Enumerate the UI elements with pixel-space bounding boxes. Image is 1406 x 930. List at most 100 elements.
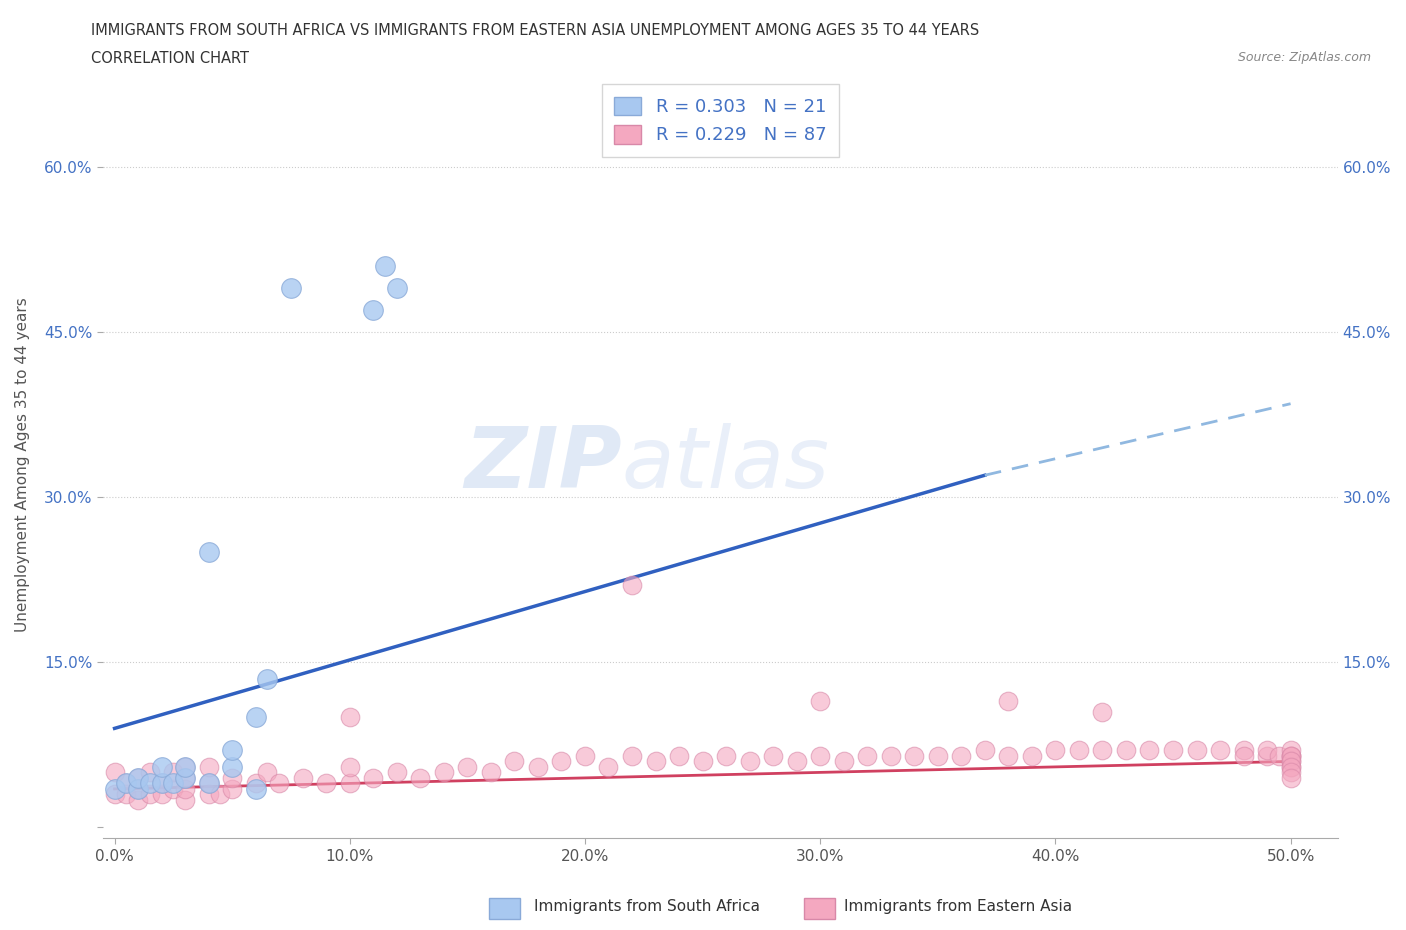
Point — [1279, 765, 1302, 780]
Text: ZIP: ZIP — [464, 423, 621, 506]
Point — [139, 765, 162, 780]
Point — [973, 743, 995, 758]
Point — [903, 749, 925, 764]
Point — [103, 765, 125, 780]
Point — [162, 776, 184, 790]
Point — [1021, 749, 1043, 764]
Point — [1139, 743, 1161, 758]
Point — [221, 781, 243, 796]
Point — [127, 770, 149, 785]
Point — [127, 781, 149, 796]
Point — [997, 749, 1019, 764]
Point — [385, 281, 408, 296]
Point — [856, 749, 879, 764]
Point — [115, 776, 138, 790]
Point — [245, 781, 267, 796]
Point — [1232, 743, 1254, 758]
Point — [1268, 749, 1291, 764]
Point — [738, 754, 761, 769]
Point — [256, 671, 278, 686]
Point — [103, 787, 125, 802]
Point — [1279, 760, 1302, 775]
Point — [880, 749, 903, 764]
Point — [115, 776, 138, 790]
Point — [1045, 743, 1067, 758]
Point — [1256, 749, 1278, 764]
Point — [174, 760, 197, 775]
Point — [197, 776, 219, 790]
Point — [256, 765, 278, 780]
Text: IMMIGRANTS FROM SOUTH AFRICA VS IMMIGRANTS FROM EASTERN ASIA UNEMPLOYMENT AMONG : IMMIGRANTS FROM SOUTH AFRICA VS IMMIGRAN… — [91, 23, 980, 38]
Point — [150, 776, 173, 790]
Point — [197, 776, 219, 790]
Text: CORRELATION CHART: CORRELATION CHART — [91, 51, 249, 66]
Point — [1232, 749, 1254, 764]
Point — [503, 754, 526, 769]
Point — [1185, 743, 1208, 758]
Point — [139, 776, 162, 790]
Point — [291, 770, 314, 785]
Point — [1209, 743, 1232, 758]
Y-axis label: Unemployment Among Ages 35 to 44 years: Unemployment Among Ages 35 to 44 years — [15, 297, 30, 631]
Point — [479, 765, 502, 780]
Point — [950, 749, 973, 764]
Point — [162, 765, 184, 780]
Point — [221, 760, 243, 775]
Point — [174, 781, 197, 796]
Point — [269, 776, 291, 790]
Point — [361, 770, 384, 785]
Point — [1161, 743, 1184, 758]
Point — [527, 760, 550, 775]
Text: Immigrants from South Africa: Immigrants from South Africa — [534, 899, 761, 914]
Point — [150, 760, 173, 775]
Text: atlas: atlas — [621, 423, 830, 506]
Point — [197, 787, 219, 802]
Point — [221, 743, 243, 758]
Point — [150, 787, 173, 802]
Point — [786, 754, 808, 769]
Point — [197, 760, 219, 775]
Point — [456, 760, 478, 775]
Point — [1279, 749, 1302, 764]
Point — [339, 760, 361, 775]
Point — [574, 749, 596, 764]
Point — [409, 770, 432, 785]
Point — [644, 754, 666, 769]
Text: Source: ZipAtlas.com: Source: ZipAtlas.com — [1237, 51, 1371, 64]
Point — [1067, 743, 1090, 758]
Point — [1279, 749, 1302, 764]
Point — [598, 760, 620, 775]
Point — [385, 765, 408, 780]
Point — [339, 710, 361, 724]
Point — [550, 754, 572, 769]
Point — [621, 749, 644, 764]
Point — [115, 787, 138, 802]
Point — [209, 787, 232, 802]
Point — [1279, 754, 1302, 769]
Point — [1279, 754, 1302, 769]
Text: Immigrants from Eastern Asia: Immigrants from Eastern Asia — [844, 899, 1071, 914]
Point — [315, 776, 337, 790]
Point — [1091, 743, 1114, 758]
Point — [174, 770, 197, 785]
Point — [1279, 743, 1302, 758]
Point — [433, 765, 456, 780]
Point — [1256, 743, 1278, 758]
Point — [174, 760, 197, 775]
Point — [245, 776, 267, 790]
Point — [668, 749, 690, 764]
Point — [127, 781, 149, 796]
Point — [1115, 743, 1137, 758]
Point — [374, 259, 396, 273]
Point — [174, 792, 197, 807]
Point — [808, 694, 831, 709]
Point — [221, 770, 243, 785]
Point — [714, 749, 737, 764]
Point — [1279, 770, 1302, 785]
Point — [174, 770, 197, 785]
Point — [162, 781, 184, 796]
Point — [621, 578, 644, 592]
Point — [197, 545, 219, 560]
Point — [692, 754, 714, 769]
Point — [361, 303, 384, 318]
